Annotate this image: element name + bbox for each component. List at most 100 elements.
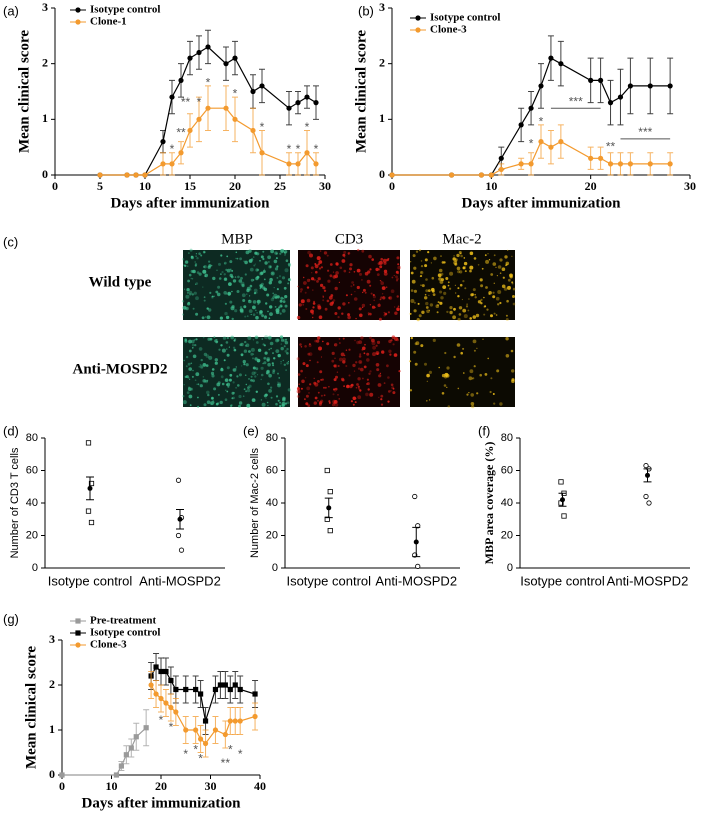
stain	[267, 382, 270, 386]
stain	[482, 338, 484, 340]
stain	[242, 359, 246, 364]
stain	[247, 386, 250, 389]
stain	[449, 271, 454, 276]
stain	[332, 271, 335, 273]
stain	[469, 269, 472, 273]
stain	[357, 395, 362, 400]
stain	[246, 315, 249, 318]
stain	[395, 275, 398, 279]
stain	[318, 267, 322, 270]
stain	[266, 293, 270, 297]
stain	[216, 382, 221, 387]
stain	[420, 284, 422, 286]
stain	[202, 363, 207, 367]
stain	[206, 390, 210, 395]
stain	[479, 373, 483, 377]
stain	[378, 317, 382, 321]
stain	[260, 373, 264, 377]
stain	[252, 366, 256, 370]
stain	[242, 361, 245, 364]
stain	[297, 386, 299, 388]
column-label: MBP	[221, 231, 253, 247]
stain	[357, 385, 360, 388]
stain	[493, 402, 496, 405]
stain	[240, 281, 245, 286]
stain	[182, 400, 187, 405]
stain	[195, 282, 199, 285]
stain	[305, 402, 309, 406]
stain	[206, 400, 211, 405]
stain	[211, 403, 213, 405]
stain	[250, 347, 255, 352]
stain	[357, 377, 361, 381]
stain	[410, 336, 413, 340]
stain	[317, 380, 320, 383]
stain	[496, 369, 500, 373]
stain	[203, 251, 206, 254]
stain	[424, 296, 428, 300]
stain	[397, 305, 400, 308]
stain	[375, 363, 380, 367]
stain	[489, 390, 492, 394]
stain	[253, 291, 257, 295]
stain	[285, 369, 287, 371]
stain	[446, 310, 449, 314]
stain	[195, 372, 200, 377]
stain	[453, 355, 456, 359]
marker	[160, 161, 166, 167]
stain	[339, 266, 343, 270]
marker	[488, 172, 494, 178]
stain	[256, 268, 260, 272]
stain	[300, 299, 305, 304]
stain	[228, 282, 232, 286]
stain	[359, 389, 362, 392]
stain	[371, 305, 376, 309]
annotation: ***	[569, 94, 583, 108]
stain	[280, 296, 284, 300]
stain	[263, 361, 267, 365]
stain	[357, 367, 361, 370]
column-label: Mac-2	[442, 231, 481, 247]
stain	[366, 352, 370, 356]
panel-label: (c)	[3, 234, 18, 249]
y-axis-label: Mean clinical score	[16, 30, 32, 153]
marker	[59, 772, 65, 778]
stain	[479, 278, 483, 282]
stain	[200, 254, 203, 257]
stain	[464, 287, 467, 290]
stain	[268, 317, 271, 320]
y-tick-label: 0	[32, 562, 38, 574]
stain	[270, 396, 273, 399]
stain	[421, 284, 425, 288]
stain	[334, 387, 338, 391]
point	[643, 493, 649, 500]
marker	[123, 752, 129, 758]
stain	[440, 272, 444, 276]
stain	[281, 309, 286, 313]
stain	[203, 299, 206, 302]
marker	[232, 718, 238, 724]
stain	[287, 282, 290, 285]
y-tick-label: 1	[49, 722, 55, 736]
stain	[410, 299, 415, 303]
stain	[472, 377, 475, 380]
stain	[336, 371, 339, 373]
stain	[398, 370, 401, 373]
stain	[223, 277, 228, 281]
stain	[337, 306, 341, 310]
stain	[263, 356, 267, 360]
stain	[232, 396, 235, 400]
stain	[353, 297, 358, 301]
stain	[440, 296, 444, 300]
stain	[192, 354, 197, 359]
stain	[455, 292, 457, 294]
annotation: **	[176, 125, 186, 139]
stain	[326, 342, 330, 346]
stain	[409, 312, 412, 315]
stain	[304, 345, 307, 348]
x-tick-label: 10	[139, 179, 151, 193]
marker	[647, 161, 653, 167]
stain	[255, 341, 259, 344]
marker	[627, 161, 634, 167]
panel-label: (d)	[3, 423, 19, 438]
